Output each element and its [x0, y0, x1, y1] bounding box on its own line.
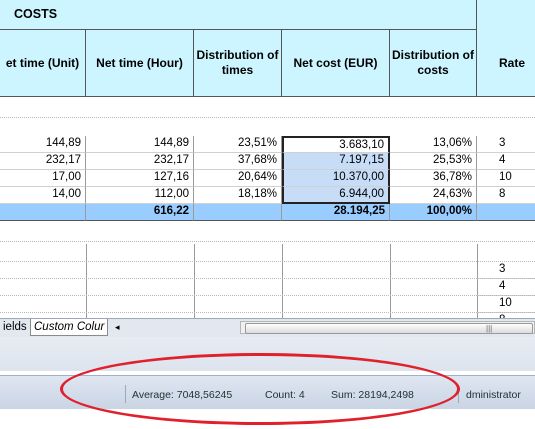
column-header-net-time-unit[interactable]: et time (Unit): [0, 30, 86, 97]
sheet-tab-custom-colur[interactable]: Custom Colur: [30, 319, 109, 336]
row-divider: [0, 117, 535, 118]
total-net-time-hour[interactable]: 616,22: [86, 204, 194, 221]
status-bar: Average: 7048,56245 Count: 4 Sum: 28194,…: [0, 375, 535, 410]
cell-distribution-times[interactable]: 37,68%: [194, 153, 282, 170]
cell-rate[interactable]: 4: [477, 153, 535, 170]
status-average: Average: 7048,56245: [132, 389, 233, 401]
row-divider: [0, 312, 535, 313]
cell-distribution-costs[interactable]: 36,78%: [390, 170, 477, 187]
cell-distribution-times[interactable]: 20,64%: [194, 170, 282, 187]
column-header-rate[interactable]: Rate: [477, 30, 535, 97]
column-line: [194, 244, 195, 318]
column-header-distribution-costs[interactable]: Distribution of costs: [390, 30, 477, 97]
row-divider: [0, 261, 535, 262]
row-divider: [0, 278, 535, 279]
cell-net-time-unit[interactable]: 14,00: [0, 187, 86, 204]
total-net-cost[interactable]: 28.194,25: [282, 204, 390, 221]
status-separator: [125, 385, 126, 403]
scrollbar-grip-icon: |||: [486, 324, 493, 333]
status-sum: Sum: 28194,2498: [331, 389, 414, 401]
cell-rate-lower[interactable]: 4: [477, 279, 535, 296]
cell-distribution-costs[interactable]: 13,06%: [390, 136, 477, 153]
cell-distribution-times[interactable]: 23,51%: [194, 136, 282, 153]
row-divider: [0, 241, 535, 242]
section-header-band: COSTS: [0, 0, 477, 30]
column-line: [477, 244, 478, 318]
cell-net-time-hour[interactable]: 112,00: [86, 187, 194, 204]
window-band: [0, 337, 535, 371]
column-header-distribution-times[interactable]: Distribution of times: [194, 30, 282, 97]
status-user: dministrator: [466, 389, 521, 401]
column-line: [86, 244, 87, 318]
cell-net-cost[interactable]: 6.944,00: [282, 187, 390, 204]
total-distribution-costs[interactable]: 100,00%: [390, 204, 477, 221]
cell-distribution-costs[interactable]: 25,53%: [390, 153, 477, 170]
sheet-tab-bar: ields Custom Colur ◂ |||: [0, 318, 535, 337]
total-cell[interactable]: [0, 204, 86, 221]
cell-rate[interactable]: 10: [477, 170, 535, 187]
cell-distribution-times[interactable]: 18,18%: [194, 187, 282, 204]
section-header-band-right: [477, 0, 535, 31]
cell-net-time-unit[interactable]: 232,17: [0, 153, 86, 170]
section-title: COSTS: [14, 7, 58, 21]
column-line: [390, 244, 391, 318]
cell-rate-lower[interactable]: 3: [477, 262, 535, 279]
spreadsheet-grid: COSTS et time (Unit) Net time (Hour) Dis…: [0, 0, 535, 318]
row-divider: [0, 295, 535, 296]
cell-rate-lower[interactable]: 10: [477, 296, 535, 313]
cell-net-time-hour[interactable]: 144,89: [86, 136, 194, 153]
cell-net-cost[interactable]: 3.683,10: [282, 136, 390, 153]
tab-scroll-left-icon[interactable]: ◂: [115, 322, 120, 332]
column-header-net-time-hour[interactable]: Net time (Hour): [86, 30, 194, 97]
bottom-margin: [0, 409, 535, 429]
cell-net-time-unit[interactable]: 17,00: [0, 170, 86, 187]
cell-net-time-hour[interactable]: 127,16: [86, 170, 194, 187]
cell-net-time-hour[interactable]: 232,17: [86, 153, 194, 170]
cell-distribution-costs[interactable]: 24,63%: [390, 187, 477, 204]
cell-net-cost[interactable]: 7.197,15: [282, 153, 390, 170]
cell-net-time-unit[interactable]: 144,89: [0, 136, 86, 153]
column-line: [282, 244, 283, 318]
total-cell[interactable]: [194, 204, 282, 221]
status-separator: [458, 385, 459, 403]
status-count: Count: 4: [265, 389, 305, 401]
cell-net-cost[interactable]: 10.370,00: [282, 170, 390, 187]
cell-rate[interactable]: 8: [477, 187, 535, 204]
column-header-net-cost[interactable]: Net cost (EUR): [282, 30, 390, 97]
horizontal-scrollbar-thumb[interactable]: |||: [245, 323, 533, 334]
cell-rate-lower[interactable]: 8: [477, 313, 535, 318]
total-cell[interactable]: [477, 204, 535, 221]
cell-rate[interactable]: 3: [477, 136, 535, 153]
sheet-tab-fields[interactable]: ields: [3, 321, 27, 333]
horizontal-scrollbar[interactable]: |||: [240, 321, 535, 334]
